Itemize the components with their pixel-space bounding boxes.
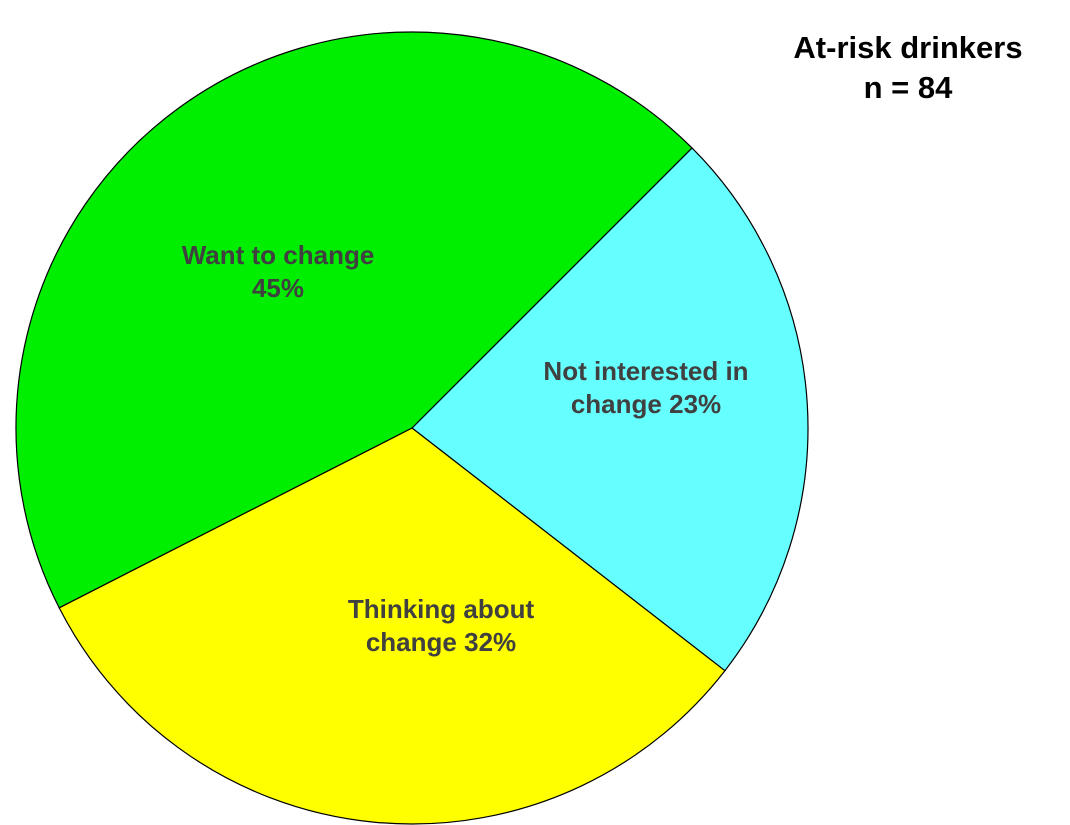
pie-slice [15,31,693,609]
pie-slice [58,427,726,825]
slice-label: Not interested in change 23% [516,355,776,421]
slice-value: 45% [251,273,305,303]
pie-slice [411,147,809,672]
slice-category: Not interested in change [543,356,749,419]
slice-label: Thinking about change 32% [301,593,581,659]
chart-subtitle: n = 84 [864,70,954,105]
slice-value: 32% [464,627,517,657]
slice-category: Thinking about change [347,594,535,657]
chart-title: At-risk drinkers [793,30,1022,65]
slice-label: Want to change 45% [163,239,393,305]
slice-category: Want to change [181,240,375,270]
slice-value: 23% [669,389,722,419]
